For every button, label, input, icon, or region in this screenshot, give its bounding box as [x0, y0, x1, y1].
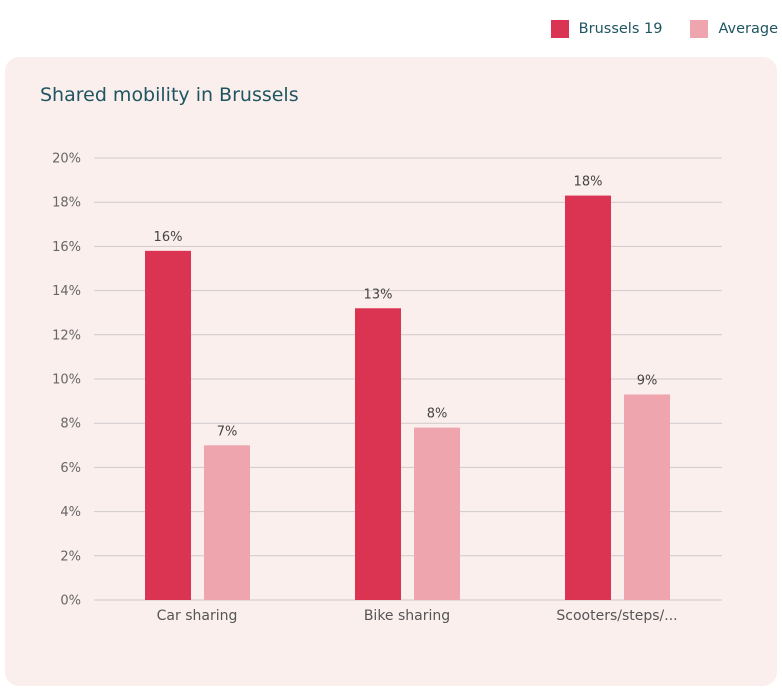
legend-swatch-brussels	[550, 20, 569, 38]
x-category-label: Scooters/steps/...	[556, 608, 677, 624]
y-tick-label: 0%	[60, 594, 81, 609]
data-label: 13%	[364, 287, 393, 302]
legend-label-brussels: Brussels 19	[578, 21, 663, 37]
bar-brussels	[565, 195, 611, 600]
data-label: 9%	[637, 373, 658, 388]
legend-item-brussels[interactable]: Brussels 19	[550, 20, 663, 38]
y-tick-label: 4%	[60, 505, 81, 520]
y-tick-label: 10%	[52, 373, 81, 388]
bar-brussels	[145, 250, 191, 600]
y-tick-label: 12%	[52, 328, 81, 343]
y-tick-label: 8%	[60, 417, 81, 432]
data-label: 8%	[427, 407, 448, 422]
y-tick-label: 18%	[52, 196, 81, 211]
y-tick-label: 20%	[52, 152, 81, 167]
legend-label-average: Average	[718, 21, 778, 37]
x-category-label: Bike sharing	[364, 608, 450, 624]
chart-legend: Brussels 19 Average	[550, 20, 778, 38]
data-label: 18%	[574, 175, 603, 190]
bar-average	[624, 394, 670, 600]
y-tick-label: 2%	[60, 549, 81, 564]
legend-swatch-average	[690, 20, 709, 38]
data-label: 16%	[154, 230, 183, 245]
chart-title: Shared mobility in Brussels	[40, 84, 299, 106]
bar-average	[204, 445, 250, 600]
y-tick-label: 14%	[52, 284, 81, 299]
x-category-label: Car sharing	[157, 608, 238, 624]
legend-item-average[interactable]: Average	[690, 20, 778, 38]
bar-brussels	[355, 308, 401, 600]
data-label: 7%	[217, 424, 238, 439]
y-tick-label: 16%	[52, 240, 81, 255]
y-tick-label: 6%	[60, 461, 81, 476]
bar-average	[414, 427, 460, 600]
